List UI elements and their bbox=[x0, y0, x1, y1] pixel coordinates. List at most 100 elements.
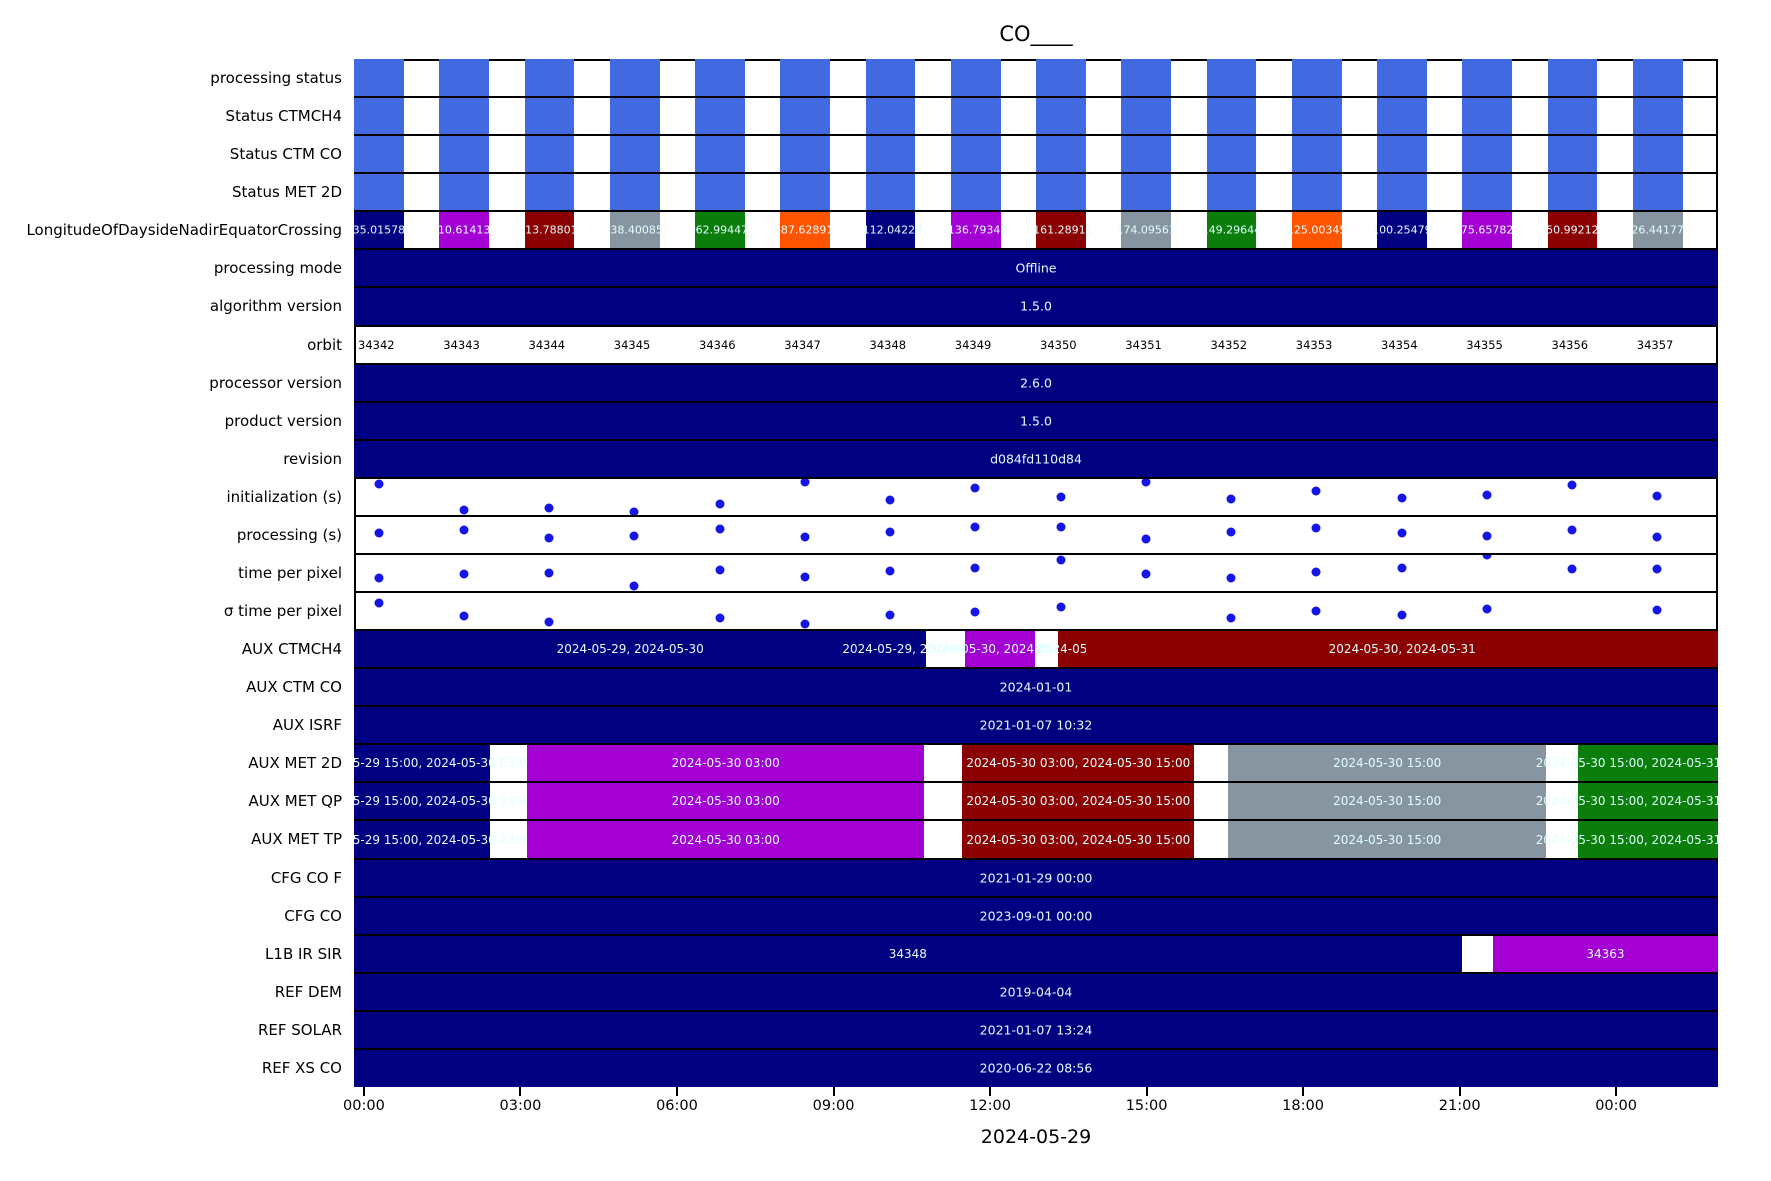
status-orbit-bar bbox=[865, 97, 916, 136]
scatter-dot bbox=[1482, 531, 1492, 541]
status-orbit-bar bbox=[609, 59, 660, 98]
orbit-number: 34354 bbox=[1381, 337, 1418, 352]
longitude-orbit-bar bbox=[439, 211, 490, 250]
row-value: 2.6.0 bbox=[1020, 375, 1052, 391]
row-value: 2021-01-07 13:24 bbox=[979, 1022, 1093, 1038]
row-label: processor version bbox=[209, 373, 342, 392]
row-value: d084fd110d84 bbox=[990, 451, 1082, 467]
orbit-number: 34355 bbox=[1466, 337, 1503, 352]
row-label: orbit bbox=[307, 335, 342, 354]
status-orbit-bar bbox=[1206, 173, 1257, 212]
status-orbit-bar bbox=[780, 173, 831, 212]
full-row-bar bbox=[354, 972, 1718, 1011]
scatter-dot bbox=[715, 499, 725, 509]
segment-label: 34363 bbox=[1586, 946, 1625, 961]
status-orbit-bar bbox=[524, 173, 575, 212]
scatter-dot bbox=[800, 619, 810, 629]
row-value: Offline bbox=[1015, 260, 1057, 276]
scatter-dot bbox=[1652, 532, 1662, 542]
scatter-dot bbox=[1397, 563, 1407, 573]
scatter-dot bbox=[1652, 491, 1662, 501]
scatter-dot bbox=[885, 495, 895, 505]
timeline-row: 2024-01-01 bbox=[354, 668, 1718, 707]
status-orbit-bar bbox=[439, 97, 490, 136]
timeline-row: Offline bbox=[354, 249, 1718, 288]
orbit-number: 34352 bbox=[1210, 337, 1248, 352]
scatter-dot bbox=[629, 581, 639, 591]
scatter-dot bbox=[1141, 569, 1151, 579]
timeline-row bbox=[354, 135, 1718, 174]
status-orbit-bar bbox=[609, 173, 660, 212]
status-orbit-bar bbox=[1632, 135, 1683, 174]
scatter-dot bbox=[1311, 567, 1321, 577]
orbit-number: 34353 bbox=[1295, 337, 1333, 352]
scatter-dot bbox=[1226, 494, 1236, 504]
timeline-row: 2024-05-29 15:00, 2024-05-30 03:00 2024-0… bbox=[354, 744, 1718, 783]
segment-label: 2024-05-30 15:00 bbox=[1333, 794, 1442, 809]
orbit-number: 34345 bbox=[613, 337, 651, 352]
status-orbit-bar bbox=[780, 97, 831, 136]
scatter-dot bbox=[1567, 480, 1577, 490]
status-orbit-bar bbox=[950, 59, 1001, 98]
scatter-dot bbox=[970, 483, 980, 493]
segment-label: 2024-05-30 03:00 bbox=[671, 832, 780, 847]
row-label: AUX ISRF bbox=[272, 716, 342, 735]
row-value: 1.5.0 bbox=[1020, 298, 1052, 314]
status-orbit-bar bbox=[439, 173, 490, 212]
timeline-row: 1.5.0 bbox=[354, 287, 1718, 326]
longitude-orbit-bar bbox=[1036, 211, 1086, 250]
x-tick-label: 06:00 bbox=[656, 1098, 698, 1114]
scatter-dot bbox=[970, 522, 980, 532]
orbit-number: 34351 bbox=[1125, 337, 1162, 352]
status-orbit-bar bbox=[1547, 135, 1598, 174]
timeline-segment bbox=[906, 630, 926, 669]
longitude-value: -112.04220 bbox=[858, 223, 923, 237]
timeline-row: 2021-01-07 10:32 bbox=[354, 706, 1718, 745]
orbit-number: 34348 bbox=[869, 337, 907, 352]
timeline-row: 35.01578 10.61413 -13.78801 -38.40085 -62.99… bbox=[354, 211, 1718, 250]
longitude-orbit-bar bbox=[1121, 211, 1172, 250]
timeline-row: 2021-01-29 00:00 bbox=[354, 858, 1718, 897]
scatter-dot bbox=[715, 613, 725, 623]
status-orbit-bar bbox=[780, 135, 831, 174]
row-value: 2021-01-29 00:00 bbox=[979, 870, 1093, 886]
longitude-orbit-bar bbox=[1632, 211, 1683, 250]
x-tick-label: 00:00 bbox=[1595, 1098, 1637, 1114]
timeline-segment bbox=[527, 820, 925, 859]
scatter-dot bbox=[970, 563, 980, 573]
x-tick-mark bbox=[989, 1087, 992, 1096]
x-tick-mark bbox=[832, 1087, 835, 1096]
row-label: revision bbox=[283, 449, 342, 468]
status-orbit-bar bbox=[1462, 173, 1513, 212]
status-orbit-bar bbox=[1377, 97, 1427, 136]
timeline-segment bbox=[1492, 934, 1718, 973]
row-label: REF DEM bbox=[274, 982, 342, 1001]
scatter-dot bbox=[459, 505, 469, 515]
scatter-dot bbox=[1226, 613, 1236, 623]
segment-label: 2024-05-29, 2024-05-30 bbox=[556, 642, 704, 657]
scatter-dot bbox=[1567, 564, 1577, 574]
status-orbit-bar bbox=[1036, 173, 1086, 212]
timeline-row: 2024-05-29, 2024-05-30 2024-05-29, 2024-0… bbox=[354, 630, 1718, 669]
status-orbit-bar bbox=[1547, 173, 1598, 212]
longitude-value: 149.29644 bbox=[1201, 223, 1262, 237]
segment-label: 2024-05-30 03:00 bbox=[671, 794, 780, 809]
row-label: time per pixel bbox=[238, 563, 342, 582]
segment-label: 2024-05-30, 2024-05-31 bbox=[926, 642, 1074, 657]
timeline-segment bbox=[1086, 630, 1718, 669]
status-orbit-bar bbox=[354, 173, 404, 212]
segment-label: 2024-05-29 15:00, 2024-05-30 03:00 bbox=[354, 756, 535, 771]
longitude-value: 174.09561 bbox=[1116, 223, 1176, 237]
longitude-value: -87.62891 bbox=[776, 223, 834, 237]
scatter-dot bbox=[1652, 605, 1662, 615]
row-label: CFG CO F bbox=[270, 868, 342, 887]
segment-label: 2024-05-30, 2024-05-31 bbox=[1328, 642, 1476, 657]
timeline-row: 2021-01-07 13:24 bbox=[354, 1010, 1718, 1049]
plot-area: 35.01578 10.61413 -13.78801 -38.40085 -62.99… bbox=[354, 59, 1718, 1087]
row-label: CFG CO bbox=[284, 906, 342, 925]
x-tick-label: 15:00 bbox=[1125, 1098, 1168, 1114]
timeline-segment bbox=[1228, 782, 1547, 821]
x-tick-label: 21:00 bbox=[1438, 1098, 1481, 1114]
longitude-orbit-bar bbox=[1291, 211, 1342, 250]
scatter-dot bbox=[1482, 553, 1492, 560]
